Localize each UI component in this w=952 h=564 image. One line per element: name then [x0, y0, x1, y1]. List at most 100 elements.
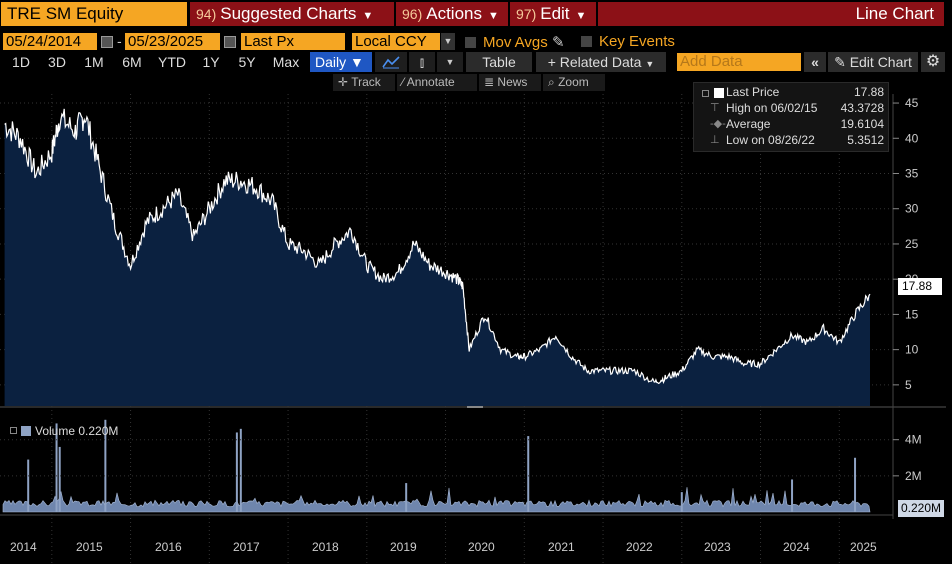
suggested-charts-button[interactable]: 94) Suggested Charts ▼ — [190, 2, 394, 26]
year-label: 2021 — [548, 540, 575, 554]
edit-chart-label: Edit Chart — [849, 54, 912, 70]
period-ytd[interactable]: YTD — [158, 54, 186, 70]
frequency-selector[interactable]: Daily ▼ — [310, 52, 372, 72]
legend-high-value: 43.3728 — [840, 101, 884, 115]
last-price-tag: 17.88 — [898, 278, 942, 295]
price-tick-label: 5 — [905, 378, 912, 392]
start-date-field[interactable]: 05/24/2014 — [3, 33, 97, 50]
chart-type-dropdown-icon[interactable]: ▼ — [437, 52, 463, 72]
volume-spike — [239, 428, 242, 512]
period-5y[interactable]: 5Y — [238, 54, 256, 70]
currency-selector[interactable]: Local CCY — [352, 33, 440, 50]
legend-average-value: 19.6104 — [840, 117, 884, 131]
price-tick-label: 30 — [905, 202, 919, 216]
legend-average-label: Average — [726, 117, 771, 131]
field-selector[interactable]: Last Px — [241, 33, 345, 50]
price-legend: Last Price 17.88 ⊤ High on 06/02/15 43.3… — [693, 82, 889, 152]
zoom-button[interactable]: ⌕ Zoom — [543, 74, 605, 91]
pencil-icon: ✎ — [551, 34, 565, 51]
date-row: 05/24/2014 - 05/23/2025 Last Px Local CC… — [0, 33, 952, 51]
price-tick-label: 25 — [905, 237, 919, 251]
annotate-button[interactable]: ⁄ Annotate — [397, 74, 477, 91]
collapse-left-icon[interactable]: « — [804, 52, 826, 72]
volume-legend: Volume 0.220M — [10, 424, 118, 438]
volume-value: 0.220M — [78, 424, 119, 438]
price-line — [4, 108, 871, 385]
toggle-icon[interactable] — [10, 427, 17, 434]
news-label: News — [497, 75, 528, 89]
related-data-label: + Related Data — [547, 54, 642, 70]
legend-last-price-label: Last Price — [726, 85, 780, 99]
chart-type-title: Line Chart — [598, 2, 944, 26]
track-label: Track — [351, 75, 381, 89]
period-1d[interactable]: 1D — [12, 54, 30, 70]
calendar-icon[interactable] — [101, 36, 113, 48]
volume-spike — [104, 419, 107, 512]
edit-number: 97) — [516, 6, 537, 22]
line-chart-icon[interactable] — [375, 52, 407, 72]
suggested-charts-number: 94) — [196, 6, 217, 22]
annotate-label: Annotate — [406, 75, 455, 89]
table-button[interactable]: Table — [466, 52, 532, 72]
zoom-icon: ⌕ — [548, 75, 555, 89]
calendar-icon[interactable] — [224, 36, 236, 48]
year-label: 2014 — [10, 540, 37, 554]
volume-spike — [55, 423, 58, 512]
mov-avgs-toggle[interactable]: Mov Avgs ✎ — [465, 33, 565, 51]
currency-dropdown-icon[interactable]: ▼ — [441, 33, 455, 50]
period-1m[interactable]: 1M — [84, 54, 104, 70]
year-label: 2016 — [155, 540, 182, 554]
actions-button[interactable]: 96) Actions ▼ — [396, 2, 508, 26]
price-volume-chart[interactable]: 5 10 15 2025 30 35 40 45 2M 4M — [0, 94, 952, 564]
year-label: 2023 — [704, 540, 731, 554]
average-marker-icon: -◆- — [710, 118, 726, 130]
volume-spike — [680, 492, 683, 512]
crosshair-icon: ✛ — [338, 75, 349, 89]
legend-low: ⊥ Low on 08/26/22 5.3512 — [698, 133, 884, 149]
year-label: 2020 — [468, 540, 495, 554]
year-label: 2022 — [626, 540, 653, 554]
volume-spike — [527, 436, 530, 512]
high-marker-icon: ⊤ — [710, 102, 720, 114]
related-data-button[interactable]: + Related Data ▼ — [536, 52, 666, 72]
track-button[interactable]: ✛ Track — [333, 74, 395, 91]
edit-chart-button[interactable]: ✎ Edit Chart — [828, 52, 918, 72]
volume-area — [2, 487, 871, 513]
legend-high: ⊤ High on 06/02/15 43.3728 — [698, 101, 884, 117]
price-tick-label: 10 — [905, 343, 919, 357]
period-6m[interactable]: 6M — [122, 54, 142, 70]
news-button[interactable]: ≣ News — [479, 74, 541, 91]
chevron-down-icon: ▼ — [362, 10, 374, 22]
legend-high-label: High on 06/02/15 — [726, 101, 818, 115]
key-events-label: Key Events — [599, 33, 675, 50]
volume-spike — [58, 446, 61, 512]
news-icon: ≣ — [484, 75, 495, 89]
volume-tick-label: 2M — [905, 469, 922, 483]
edit-label: Edit — [540, 4, 570, 23]
volume-spike — [405, 483, 408, 512]
chevron-down-icon: ▼ — [487, 10, 499, 22]
price-area — [4, 108, 871, 407]
mov-avgs-label: Mov Avgs — [483, 34, 548, 51]
suggested-charts-label: Suggested Charts — [220, 4, 357, 23]
end-date-field[interactable]: 05/23/2025 — [125, 33, 220, 50]
period-3d[interactable]: 3D — [48, 54, 66, 70]
chevron-down-icon: ▼ — [575, 10, 587, 22]
date-separator: - — [117, 33, 122, 49]
pencil-icon: ✎ — [834, 54, 846, 70]
period-1y[interactable]: 1Y — [202, 54, 220, 70]
actions-number: 96) — [402, 6, 423, 22]
toggle-icon[interactable] — [702, 90, 709, 97]
chevron-down-icon: ▼ — [350, 54, 364, 70]
volume-swatch — [21, 426, 31, 436]
gear-icon[interactable]: ⚙ — [921, 52, 945, 72]
period-max[interactable]: Max — [272, 54, 300, 70]
edit-button[interactable]: 97) Edit ▼ — [510, 2, 596, 26]
price-tick-label: 40 — [905, 131, 919, 145]
add-data-input[interactable]: Add Data — [677, 53, 801, 71]
ticker-field[interactable]: TRE SM Equity — [1, 2, 187, 26]
key-events-toggle[interactable]: Key Events — [581, 33, 675, 50]
pane-resize-handle — [467, 405, 483, 408]
bar-type-icon[interactable]: ⫾ — [409, 52, 435, 72]
year-label: 2019 — [390, 540, 417, 554]
